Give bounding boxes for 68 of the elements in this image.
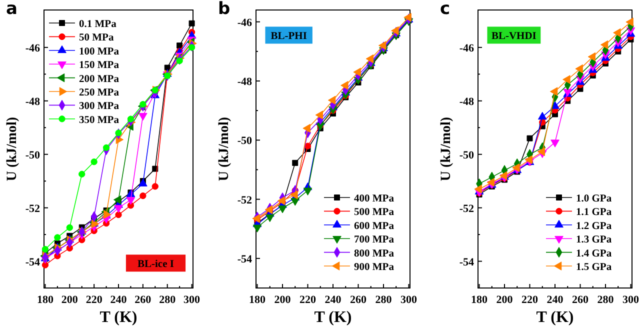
chart-title: b [218, 0, 230, 19]
x-tick-label: 260 [350, 294, 367, 306]
y-tick-label: -52 [25, 202, 40, 215]
legend-label: 0.1 MPa [79, 19, 118, 30]
legend-label: 50 MPa [79, 32, 114, 44]
x-tick-label: 280 [159, 294, 176, 306]
legend-label: 1.2 GPa [576, 220, 612, 232]
x-tick-label: 220 [522, 294, 539, 306]
chart-title: c [440, 0, 450, 19]
y-tick-label: -50 [237, 135, 252, 148]
x-tick-label: 200 [496, 294, 514, 306]
legend-label: 200 MPa [79, 74, 120, 85]
x-tick-label: 300 [622, 294, 640, 306]
x-axis-title: T (K) [314, 309, 352, 326]
annotation: BL-VHDI [491, 31, 536, 42]
legend-label: 1.3 GPa [576, 234, 612, 246]
legend-label: 100 MPa [79, 46, 120, 58]
annotation: BL-ice I [138, 259, 174, 270]
x-tick-label: 280 [375, 294, 392, 306]
x-tick-label: 220 [300, 294, 317, 306]
x-tick-label: 220 [86, 294, 103, 306]
x-tick-label: 300 [184, 294, 201, 306]
y-axis-title: U (kJ/mol) [217, 116, 232, 182]
annotation: BL-PHI [270, 31, 307, 42]
x-tick-label: 180 [471, 294, 488, 306]
legend-label: 500 MPa [354, 207, 395, 218]
y-tick-label: -50 [459, 149, 474, 162]
y-tick-label: -46 [25, 42, 40, 54]
legend-label: 150 MPa [79, 60, 120, 72]
legend-label: 400 MPa [354, 194, 395, 204]
legend-label: 800 MPa [354, 248, 395, 260]
y-tick-label: -46 [459, 42, 474, 54]
x-tick-label: 200 [274, 294, 292, 306]
legend-label: 250 MPa [79, 88, 120, 98]
legend-label: 1.0 GPa [576, 194, 612, 204]
y-tick-label: -48 [25, 96, 40, 108]
y-tick-label: -52 [237, 194, 252, 206]
y-axis-title: U (kJ/mol) [439, 116, 454, 182]
y-tick-label: -50 [25, 149, 40, 162]
x-tick-label: 260 [572, 294, 589, 306]
legend-label: 900 MPa [354, 262, 395, 273]
legend-label: 300 MPa [79, 101, 120, 112]
y-tick-label: -48 [237, 76, 252, 88]
x-tick-label: 240 [546, 294, 564, 306]
x-axis-title: T (K) [100, 309, 138, 326]
x-tick-label: 240 [324, 294, 342, 306]
y-tick-label: -48 [459, 96, 474, 108]
x-tick-label: 300 [400, 294, 418, 306]
x-axis-title: T (K) [536, 309, 574, 326]
legend-label: 1.1 GPa [576, 207, 612, 218]
x-tick-label: 260 [134, 294, 152, 306]
legend-label: 350 MPa [79, 114, 120, 126]
y-tick-label: -54 [25, 256, 40, 268]
legend-label: 700 MPa [354, 234, 395, 246]
y-axis-title: U (kJ/mol) [5, 116, 20, 182]
legend-label: 600 MPa [354, 220, 395, 232]
y-tick-label: -54 [459, 256, 474, 268]
chart-title: a [6, 0, 18, 19]
legend-label: 1.5 GPa [576, 262, 612, 273]
x-tick-label: 180 [249, 294, 266, 306]
x-tick-label: 200 [61, 294, 78, 306]
x-tick-label: 280 [597, 294, 614, 306]
y-tick-label: -52 [459, 202, 474, 215]
y-tick-label: -54 [237, 253, 252, 266]
x-tick-label: 240 [110, 294, 128, 306]
legend-label: 1.4 GPa [576, 248, 612, 260]
x-tick-label: 180 [36, 294, 54, 306]
y-tick-label: -46 [237, 16, 252, 29]
